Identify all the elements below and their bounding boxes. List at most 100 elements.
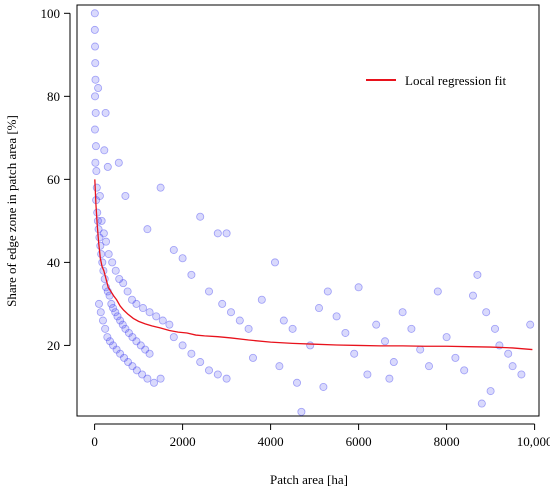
y-tick-label: 100: [41, 6, 61, 21]
scatter-point: [152, 312, 161, 321]
scatter-point: [517, 370, 526, 379]
scatter-point: [306, 341, 315, 350]
scatter-point: [91, 108, 100, 117]
scatter-point: [132, 366, 141, 375]
scatter-point: [156, 374, 165, 383]
scatter-point: [97, 216, 106, 225]
legend: Local regression fit: [366, 73, 506, 88]
scatter-point: [270, 258, 279, 267]
scatter-point: [109, 304, 118, 313]
scatter-point: [169, 333, 178, 342]
scatter-point: [460, 366, 469, 375]
scatter-point: [319, 382, 328, 391]
scatter-point: [138, 370, 147, 379]
scatter-point: [158, 316, 167, 325]
scatter-point: [132, 337, 141, 346]
scatter-point: [226, 308, 235, 317]
scatter-point: [323, 287, 332, 296]
scatter-point: [213, 229, 222, 238]
scatter-point: [508, 362, 517, 371]
scatter-point: [257, 295, 266, 304]
scatter-point: [95, 299, 104, 308]
scatter-point: [222, 374, 231, 383]
scatter-point: [204, 287, 213, 296]
scatter-point: [504, 349, 513, 358]
scatter-point: [121, 191, 130, 200]
scatter-point: [407, 324, 416, 333]
scatter-point: [275, 362, 284, 371]
fit-layer: [94, 179, 533, 351]
scatter-point: [354, 283, 363, 292]
x-axis-title: Patch area [ha]: [270, 472, 348, 487]
scatter-point: [116, 316, 125, 325]
scatter-point: [169, 245, 178, 254]
scatter-point: [127, 295, 136, 304]
scatter-point: [178, 341, 187, 350]
scatter-point: [244, 324, 253, 333]
scatter-point: [490, 324, 499, 333]
scatter-point: [451, 353, 460, 362]
scatter-point: [91, 59, 100, 68]
scatter-point: [123, 287, 132, 296]
scatter-point: [288, 324, 297, 333]
scatter-point: [297, 407, 306, 416]
scatter-point: [141, 345, 150, 354]
scatter-point: [111, 308, 120, 317]
x-tick-label: 8000: [434, 434, 460, 449]
scatter-point: [115, 274, 124, 283]
scatter-point: [136, 341, 145, 350]
y-axis-title: Share of edge zone in patch area [%]: [4, 115, 19, 307]
scatter-point: [526, 320, 535, 329]
scatter-point: [114, 158, 123, 167]
scatter-point: [120, 353, 129, 362]
scatter-point: [112, 345, 121, 354]
scatter-point: [473, 270, 482, 279]
scatter-point: [363, 370, 372, 379]
points-layer: [90, 9, 535, 416]
scatter-point: [101, 108, 110, 117]
scatter-point: [90, 25, 99, 34]
scatter-point: [477, 399, 486, 408]
scatter-point: [165, 320, 174, 329]
scatter-point: [103, 162, 112, 171]
scatter-point: [196, 358, 205, 367]
scatter-point: [90, 9, 99, 18]
scatter-point: [248, 353, 257, 362]
scatter-point: [156, 183, 165, 192]
scatter-point: [100, 146, 109, 155]
scatter-point: [145, 308, 154, 317]
scatter-point: [106, 337, 115, 346]
scatter-point: [314, 304, 323, 313]
scatter-point: [108, 258, 117, 267]
scatter-point: [138, 304, 147, 313]
scatter-point: [143, 374, 152, 383]
scatter-point: [380, 337, 389, 346]
scatter-point: [91, 75, 100, 84]
scatter-point: [204, 366, 213, 375]
scatter-point: [132, 299, 141, 308]
x-tick-label: 6000: [346, 434, 372, 449]
scatter-point: [103, 333, 112, 342]
scatter-point: [416, 345, 425, 354]
scatter-point: [93, 216, 102, 225]
scatter-point: [128, 333, 137, 342]
scatter-point: [222, 229, 231, 238]
scatter-point: [389, 358, 398, 367]
scatter-point: [98, 316, 107, 325]
scatter-point: [91, 142, 100, 151]
scatter-point: [91, 92, 100, 101]
scatter-point: [111, 266, 120, 275]
legend-label: Local regression fit: [405, 73, 506, 88]
scatter-point: [482, 308, 491, 317]
scatter-point: [102, 237, 111, 246]
scatter-point: [116, 349, 125, 358]
scatter-point: [332, 312, 341, 321]
x-tick-label: 2000: [170, 434, 196, 449]
scatter-point: [218, 299, 227, 308]
scatter-point: [107, 299, 116, 308]
scatter-point: [101, 324, 110, 333]
scatter-point: [91, 42, 100, 51]
scatter-point: [433, 287, 442, 296]
scatter-point: [385, 374, 394, 383]
